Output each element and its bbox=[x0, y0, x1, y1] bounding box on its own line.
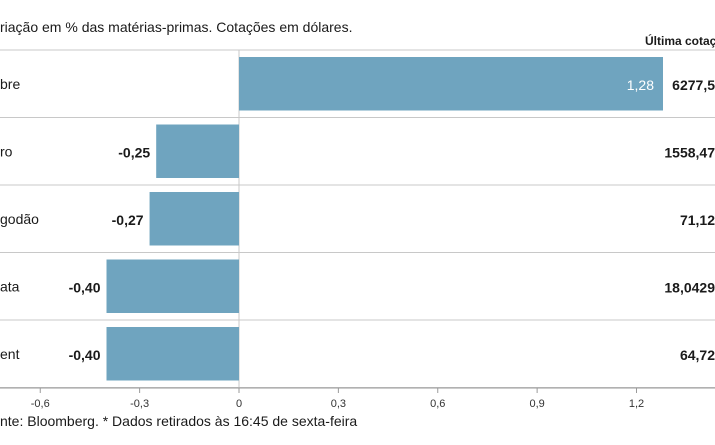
bar-0 bbox=[239, 57, 663, 111]
category-label: godão bbox=[0, 211, 39, 227]
category-label: ata bbox=[0, 278, 20, 294]
x-tick-label: 1,2 bbox=[629, 398, 644, 410]
data-label: -0,40 bbox=[69, 279, 101, 295]
category-label: bre bbox=[0, 76, 20, 92]
last-quote-value: 71,12 bbox=[680, 212, 715, 228]
bar-1 bbox=[156, 124, 239, 178]
x-tick-label: -0,3 bbox=[130, 398, 149, 410]
last-quote-value: 1558,47 bbox=[664, 144, 715, 160]
last-quote-value: 64,72 bbox=[680, 347, 715, 363]
plot-area: bre 1,28 6277,5 ro -0,25 1558,47 godão -0,27 71,… bbox=[0, 49, 715, 410]
last-quote-value: 6277,5 bbox=[672, 77, 715, 93]
category-label: ent bbox=[0, 346, 20, 362]
bar-4 bbox=[106, 327, 239, 381]
chart-subtitle: riação em % das matérias-primas. Cotaçõe… bbox=[0, 19, 352, 35]
bar-2 bbox=[149, 192, 239, 246]
data-label: 1,28 bbox=[627, 77, 654, 93]
category-label: ro bbox=[0, 143, 13, 159]
last-quote-value: 18,0429 bbox=[664, 279, 715, 295]
x-tick-label: 0,6 bbox=[430, 398, 445, 410]
x-tick-label: -0,6 bbox=[31, 398, 50, 410]
chart-footnote: nte: Bloomberg. * Dados retirados às 16:… bbox=[0, 413, 357, 429]
last-quote-header: Última cotaç bbox=[645, 33, 715, 48]
bar-3 bbox=[106, 259, 239, 313]
data-label: -0,25 bbox=[118, 144, 150, 160]
x-tick-label: 0,9 bbox=[529, 398, 544, 410]
data-label: -0,27 bbox=[112, 212, 144, 228]
x-tick-label: 0 bbox=[236, 398, 242, 410]
x-tick-label: 0,3 bbox=[331, 398, 346, 410]
data-label: -0,40 bbox=[69, 347, 101, 363]
